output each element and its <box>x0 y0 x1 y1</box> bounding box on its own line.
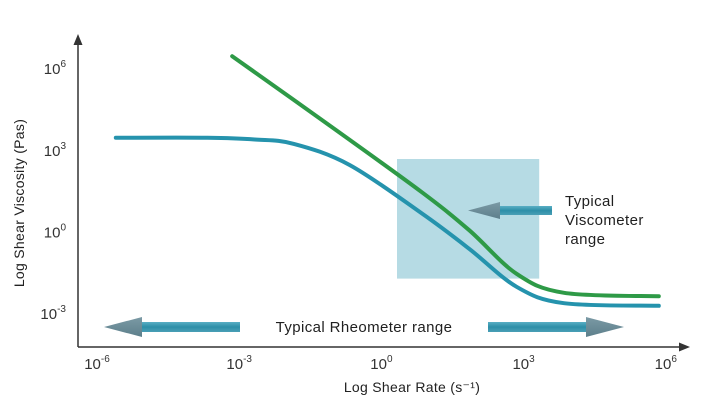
x-tick-label: 100 <box>370 354 393 373</box>
x-axis-arrowhead <box>679 342 690 352</box>
x-axis-label: Log Shear Rate (s⁻¹) <box>344 379 480 395</box>
x-tick-labels: 10-6 10-3 100 103 106 <box>84 354 677 373</box>
y-axis-label: Log Shear Viscosity (Pas) <box>11 119 27 287</box>
rheometer-range-label: Typical Rheometer range <box>276 319 453 336</box>
rheometer-range-arrow <box>104 317 624 337</box>
viscometer-range-box <box>397 159 540 279</box>
y-tick-label: 10-3 <box>40 304 66 323</box>
viscometer-range-arrow <box>468 202 552 219</box>
y-tick-label: 100 <box>44 222 67 241</box>
x-tick-label: 106 <box>655 354 678 373</box>
series-line-blue <box>113 135 661 308</box>
y-axis-arrowhead <box>73 34 83 45</box>
y-tick-labels: 10-3 100 103 106 <box>40 59 66 323</box>
x-tick-label: 103 <box>512 354 535 373</box>
viscometer-range-label: Typical Viscometer range <box>565 193 648 248</box>
y-tick-label: 103 <box>44 141 67 160</box>
x-tick-label: 10-3 <box>226 354 252 373</box>
y-tick-label: 106 <box>44 59 67 78</box>
series-line-green <box>230 54 661 299</box>
x-tick-label: 10-6 <box>84 354 110 373</box>
